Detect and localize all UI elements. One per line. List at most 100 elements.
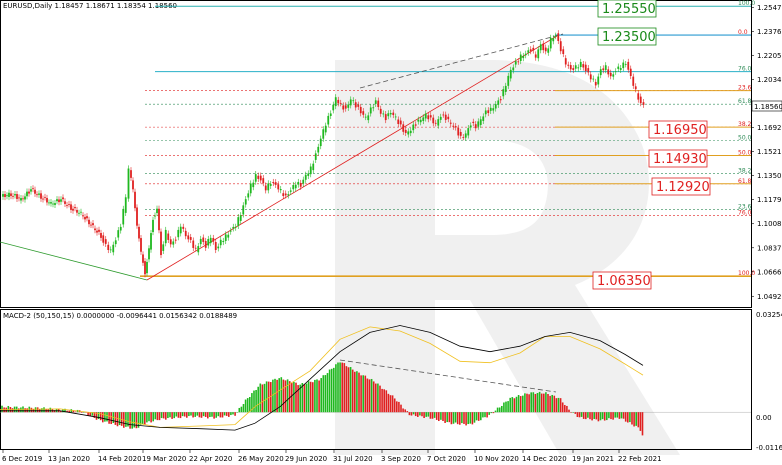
macd-bar <box>106 412 108 422</box>
macd-bar <box>631 412 633 425</box>
macd-bar <box>257 386 259 413</box>
macd-bar <box>639 412 642 431</box>
macd-bar <box>74 411 77 413</box>
macd-bar <box>396 401 398 413</box>
macd-bar <box>280 377 283 413</box>
macd-bar <box>297 385 299 413</box>
candle-body <box>322 129 325 139</box>
badge-1-14930: 1.14930 <box>648 149 708 168</box>
macd-bar <box>471 412 474 425</box>
candle-body <box>289 190 292 192</box>
fib-level-label: 61.8 <box>738 98 752 105</box>
candle-body <box>462 137 465 138</box>
candle-body <box>117 230 120 238</box>
macd-bar <box>93 412 96 418</box>
macd-bar <box>538 391 541 413</box>
macd-bar <box>116 412 119 427</box>
macd-bar <box>217 412 220 417</box>
fib-level-label: 100.0 <box>738 0 755 7</box>
macd-bar <box>425 412 427 417</box>
time-axis-label: 7 Oct 2020 <box>427 455 466 463</box>
level-badges: 1.25550 1.23500 1.16950 1.14930 1.12920 … <box>592 0 711 290</box>
macd-bar <box>503 402 505 413</box>
candle-body <box>52 203 54 205</box>
macd-bar <box>125 412 127 427</box>
candle-body <box>439 116 442 120</box>
candle-body <box>169 239 172 245</box>
macd-bar <box>406 411 409 413</box>
macd-bar <box>482 412 484 418</box>
macd-bar <box>244 399 247 413</box>
candle-body <box>294 184 297 189</box>
macd-bar <box>522 395 524 413</box>
macd-bar <box>603 412 606 421</box>
candle-body <box>122 208 125 225</box>
candle-body <box>479 119 482 125</box>
candle-body <box>517 61 520 63</box>
candle-body <box>614 71 617 73</box>
macd-bar <box>202 412 205 417</box>
badge-1-23500-text: 1.23500 <box>602 30 656 45</box>
candle-body <box>554 35 557 37</box>
badge-1-23500: 1.23500 <box>597 27 657 46</box>
candle-body <box>569 65 572 70</box>
candle-body <box>489 107 492 111</box>
candle-body <box>424 113 427 119</box>
macd-bar <box>312 382 314 413</box>
macd-bar <box>43 407 45 413</box>
price-axis-label: 1.06660 <box>757 268 782 276</box>
candle-body <box>642 102 645 105</box>
candle-body <box>217 246 220 249</box>
candle-body <box>404 129 407 133</box>
macd-bar <box>207 412 209 419</box>
macd-bar <box>114 412 117 425</box>
macd-bar <box>494 410 497 413</box>
candle-body <box>369 107 372 114</box>
candle-body <box>259 175 262 181</box>
time-axis-label: 22 Apr 2020 <box>189 455 232 463</box>
fib-level-label: 50.0 <box>738 150 752 157</box>
macd-bar <box>423 412 425 419</box>
macd-bar <box>307 381 310 413</box>
candle-body <box>292 185 295 190</box>
macd-bar <box>219 412 222 418</box>
macd-bar <box>576 412 579 417</box>
candle-body <box>68 204 70 205</box>
badge-1-12920-text: 1.12920 <box>656 180 710 195</box>
candle-body <box>107 244 110 250</box>
candle-body <box>274 182 277 185</box>
candle-body <box>249 183 252 194</box>
candle-body <box>537 49 540 59</box>
macd-bar <box>496 407 499 413</box>
candle-body <box>264 185 267 191</box>
macd-bar <box>574 412 577 414</box>
candle-body <box>187 235 190 240</box>
fib-level-label: 38.2 <box>738 168 752 175</box>
fib-level-label: 100.0 <box>738 270 755 277</box>
macd-bar <box>477 412 480 421</box>
macd-bar <box>433 412 436 418</box>
macd-bar <box>578 412 581 418</box>
macd-bar <box>507 401 509 413</box>
candle-body <box>119 226 122 231</box>
macd-bar <box>566 405 568 413</box>
macd-bar <box>486 412 488 418</box>
time-axis-label: 14 Dec 2020 <box>522 455 567 463</box>
macd-bar <box>360 375 362 413</box>
macd-bar <box>198 412 201 418</box>
candle-body <box>4 194 6 198</box>
macd-bar <box>519 396 522 413</box>
macd-bar <box>104 412 106 422</box>
macd-bar <box>448 412 451 423</box>
candle-body <box>146 261 148 274</box>
macd-bar <box>345 366 348 413</box>
candle-body <box>50 202 52 204</box>
macd-bar <box>20 407 22 413</box>
candle-body <box>254 174 257 182</box>
candle-body <box>284 193 287 196</box>
macd-bar <box>211 412 213 417</box>
candle-body <box>12 195 14 197</box>
candle-body <box>232 226 235 229</box>
candle-body <box>209 237 212 244</box>
